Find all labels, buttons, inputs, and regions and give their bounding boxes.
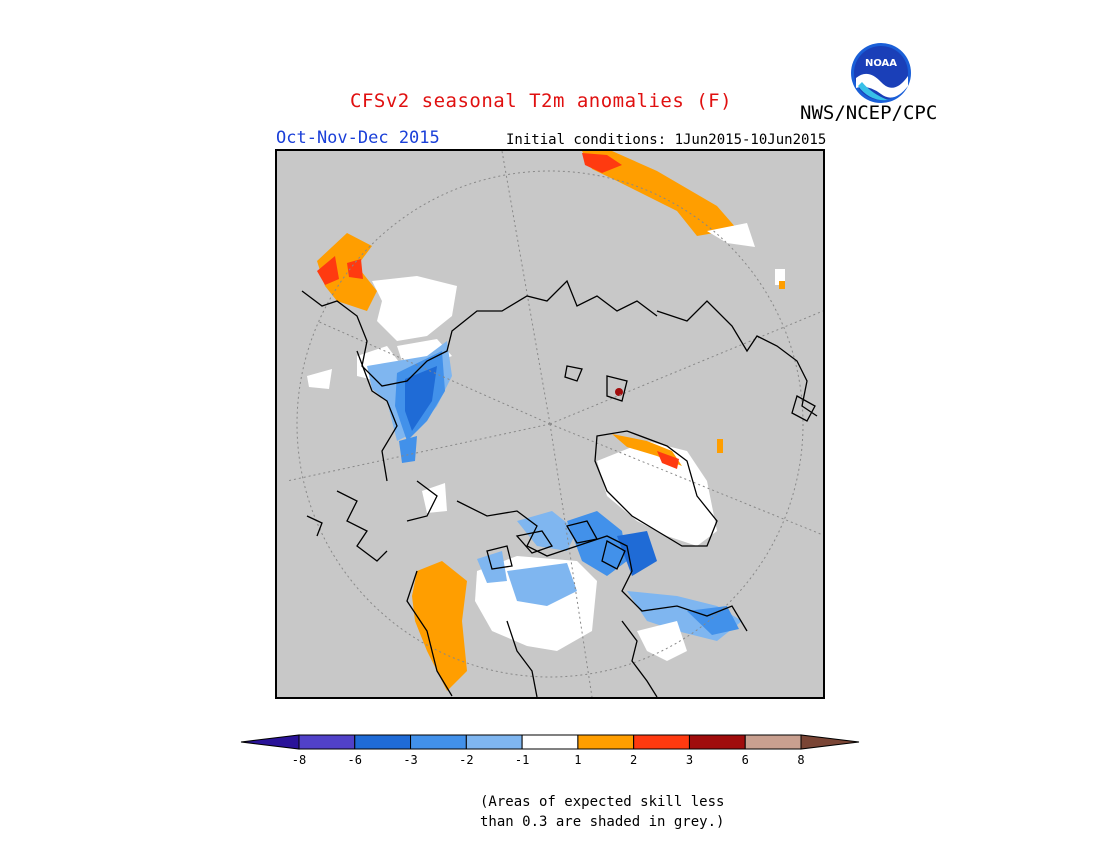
colorbar-box: [465, 734, 523, 750]
skill-note-line1: (Areas of expected skill less: [480, 794, 725, 810]
colorbar-box: [410, 734, 467, 750]
colorbar-tick-label: 6: [742, 753, 749, 767]
agency-label: NWS/NCEP/CPC: [800, 102, 938, 124]
colorbar-tick-label: -1: [515, 753, 529, 767]
polar-map-canvas: [277, 151, 823, 697]
colorbar-box: [577, 734, 635, 750]
colorbar-extend-high: [800, 734, 860, 750]
colorbar-box: [744, 734, 802, 750]
colorbar-extend-low: [240, 734, 300, 750]
colorbar: -8 -6 -3 -2 -1 1 2 3 6 8: [240, 734, 860, 767]
colorbar-box: [298, 734, 356, 750]
colorbar-box: [521, 734, 579, 750]
colorbar-tick-label: -2: [459, 753, 473, 767]
anomaly-region-europe: [307, 233, 457, 463]
colorbar-tick-label: 1: [574, 753, 581, 767]
logo-lettering: NOAA: [865, 58, 897, 69]
colorbar-box: [688, 734, 746, 750]
season-label: Oct-Nov-Dec 2015: [276, 128, 440, 148]
anomaly-region-middle-east: [422, 483, 447, 513]
colorbar-tick-label: -8: [292, 753, 306, 767]
anomaly-region-greenland: [597, 434, 723, 546]
graticule: [286, 151, 823, 697]
colorbar-tick-label: -3: [403, 753, 417, 767]
initial-conditions-label: Initial conditions: 1Jun2015-10Jun2015: [506, 132, 827, 148]
anomaly-spot-svalbard: [615, 388, 623, 396]
colorbar-tick-label: -6: [348, 753, 362, 767]
colorbar-box: [633, 734, 690, 750]
noaa-logo-icon: NOAA: [851, 43, 911, 103]
polar-map: [275, 149, 825, 699]
map-title: CFSv2 seasonal T2m anomalies (F): [350, 90, 733, 112]
colorbar-tick-label: 2: [630, 753, 637, 767]
anomaly-region-asia-warm: [582, 151, 785, 289]
coastlines: [301, 279, 818, 697]
colorbar-box: [354, 734, 412, 750]
skill-note: (Areas of expected skill less than 0.3 a…: [480, 792, 724, 832]
skill-note-line2: than 0.3 are shaded in grey.): [480, 814, 725, 830]
colorbar-tick-label: 8: [797, 753, 804, 767]
colorbar-tick-label: 3: [686, 753, 693, 767]
